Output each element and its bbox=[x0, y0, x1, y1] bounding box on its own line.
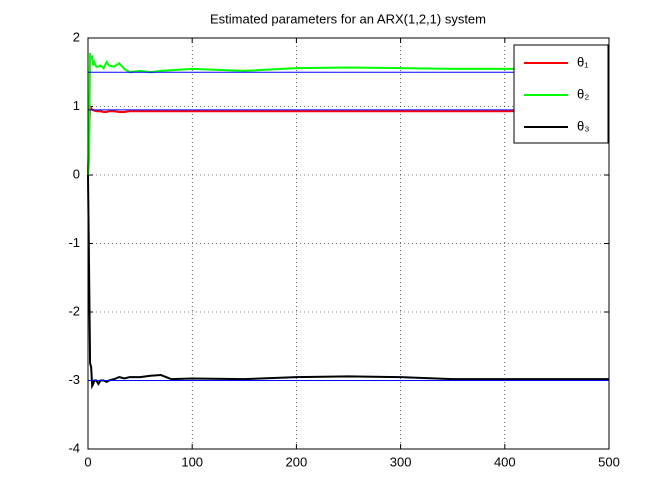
x-tick-label: 200 bbox=[286, 454, 308, 469]
y-tick-label: 1 bbox=[73, 98, 80, 113]
y-tick-label: 2 bbox=[73, 29, 80, 44]
x-tick-label: 300 bbox=[390, 454, 412, 469]
chart-title: Estimated parameters for an ARX(1,2,1) s… bbox=[210, 11, 486, 26]
x-tick-label: 400 bbox=[494, 454, 516, 469]
y-tick-label: 0 bbox=[73, 166, 80, 181]
series-line bbox=[87, 52, 610, 176]
axes-box bbox=[87, 37, 610, 450]
y-tick-label: -4 bbox=[68, 440, 80, 455]
y-tick-label: -2 bbox=[68, 303, 80, 318]
x-tick-label: 500 bbox=[598, 454, 620, 469]
legend-label: θ₂ bbox=[577, 86, 589, 101]
series-line bbox=[87, 174, 609, 390]
y-tick-label: -1 bbox=[68, 235, 80, 250]
x-tick-label: 0 bbox=[84, 454, 91, 469]
y-tick-label: -3 bbox=[68, 372, 80, 387]
legend-label: θ₁ bbox=[577, 54, 589, 69]
x-tick-label: 100 bbox=[181, 454, 203, 469]
legend-label: θ₃ bbox=[577, 118, 590, 133]
